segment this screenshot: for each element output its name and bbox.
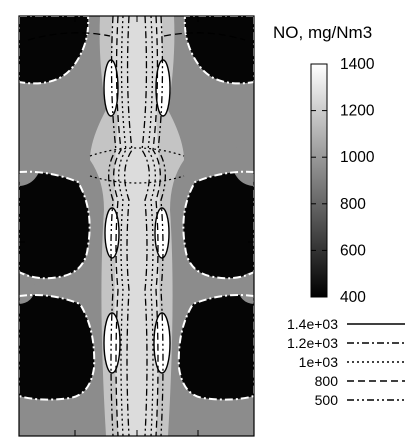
contour-outer	[183, 16, 254, 85]
legend-label: 1.4e+03	[287, 316, 338, 332]
contour-1000	[147, 16, 156, 436]
low-region-1	[19, 171, 90, 279]
contour-outer	[19, 170, 91, 280]
legend-label: 800	[315, 373, 339, 389]
contour-500	[108, 16, 117, 436]
colorbar-label: 600	[340, 242, 366, 259]
colorbar-ticks: 400 600 800 1000 1200 1400	[311, 56, 375, 306]
contour-legend: 1.4e+03 1.2e+03 1e+03 800 500	[287, 316, 405, 408]
low-region-4	[183, 171, 254, 279]
contour-lines	[19, 16, 254, 436]
axis-ticks	[19, 16, 254, 436]
low-region-5	[178, 295, 254, 400]
legend-label: 1.2e+03	[287, 335, 338, 351]
contour-outer	[182, 170, 254, 280]
low-region-2	[19, 295, 95, 400]
hotspot-5	[153, 312, 171, 374]
heatmap-plot	[19, 16, 254, 436]
hotspot-1	[155, 59, 171, 117]
contour-1200	[124, 16, 133, 436]
contour-800	[152, 16, 161, 436]
hotspot-0	[103, 59, 119, 117]
colorbar-label: 1000	[340, 149, 375, 166]
legend-label: 500	[315, 392, 339, 408]
colorbar	[310, 63, 328, 298]
contour-1200	[141, 16, 150, 436]
contour-500	[157, 16, 166, 436]
high-concentration-core	[90, 16, 184, 436]
colorbar-label: 400	[340, 289, 366, 306]
legend-label: 1e+03	[299, 354, 339, 370]
contour-outer	[19, 16, 90, 85]
low-region-0	[19, 16, 89, 84]
contour-outer	[177, 294, 254, 401]
contour-outer	[19, 294, 96, 401]
contour-band	[89, 175, 185, 184]
contour-1000	[118, 16, 127, 436]
contour-band	[89, 147, 185, 157]
low-concentration-regions	[19, 16, 254, 400]
edge-lobe	[232, 138, 254, 186]
colorbar-label: 1200	[340, 103, 375, 120]
edge-lobe	[19, 138, 41, 186]
colorbar-label: 800	[340, 196, 366, 213]
colorbar-label: 1400	[340, 56, 375, 73]
hotspot-4	[103, 312, 121, 374]
contour-800	[113, 16, 122, 436]
colorbar-title: NO, mg/Nm3	[273, 23, 372, 42]
core-inner	[111, 16, 163, 436]
